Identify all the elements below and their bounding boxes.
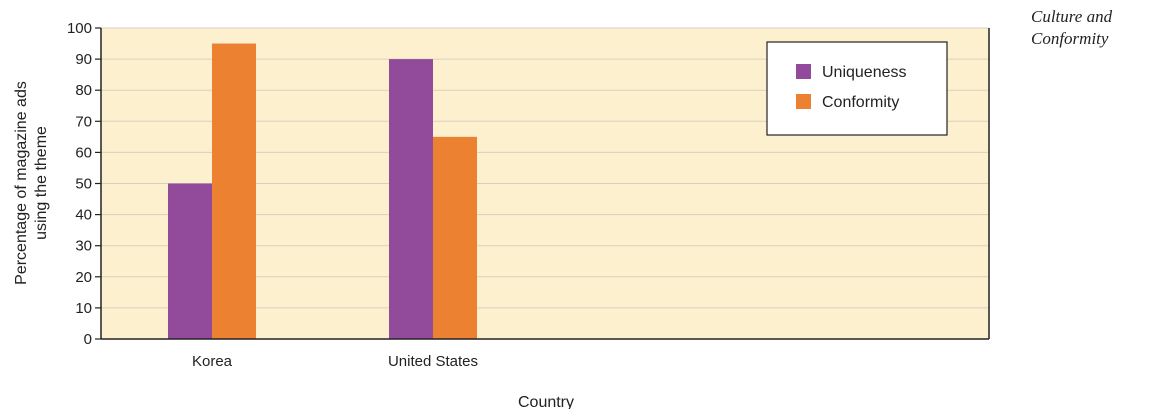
caption-line-2: Conformity bbox=[1031, 29, 1109, 48]
figure-caption: Culture and Conformity bbox=[1031, 6, 1149, 50]
bar-uniqueness-united-states bbox=[389, 59, 433, 339]
y-tick-label: 50 bbox=[75, 176, 92, 193]
y-tick-label: 70 bbox=[75, 113, 92, 130]
legend-box bbox=[766, 41, 948, 136]
caption-line-1: Culture and bbox=[1031, 7, 1113, 26]
y-tick-label: 0 bbox=[84, 331, 92, 348]
bar-conformity-korea bbox=[212, 43, 256, 340]
legend-swatch-conformity bbox=[796, 94, 811, 109]
bar-uniqueness-korea bbox=[168, 183, 212, 339]
axes bbox=[100, 28, 990, 340]
x-tick-label: United States bbox=[388, 353, 478, 370]
legend-swatch-uniqueness bbox=[796, 64, 811, 79]
y-axis-label-line-1: Percentage of magazine ads bbox=[13, 81, 30, 285]
y-tick-label: 20 bbox=[75, 269, 92, 286]
legend-label-uniqueness: Uniqueness bbox=[822, 64, 907, 81]
y-axis-ticks: 0 10 20 30 40 50 60 70 80 90 100 bbox=[67, 20, 101, 348]
bar-conformity-united-states bbox=[433, 136, 477, 339]
legend: Uniqueness Conformity bbox=[766, 41, 948, 136]
y-tick-label: 40 bbox=[75, 207, 92, 224]
y-tick-label: 90 bbox=[75, 51, 92, 68]
y-tick-label: 80 bbox=[75, 82, 92, 99]
y-axis-label-line-2: using the theme bbox=[33, 126, 50, 240]
y-tick-label: 30 bbox=[75, 238, 92, 255]
x-axis-label: Country bbox=[518, 394, 574, 409]
y-tick-label: 10 bbox=[75, 300, 92, 317]
legend-label-conformity: Conformity bbox=[822, 94, 899, 111]
x-axis-tick-labels: Korea United States bbox=[192, 353, 478, 370]
bars bbox=[168, 43, 477, 340]
x-tick-label: Korea bbox=[192, 353, 233, 370]
y-tick-label: 60 bbox=[75, 144, 92, 161]
y-tick-label: 100 bbox=[67, 20, 92, 37]
